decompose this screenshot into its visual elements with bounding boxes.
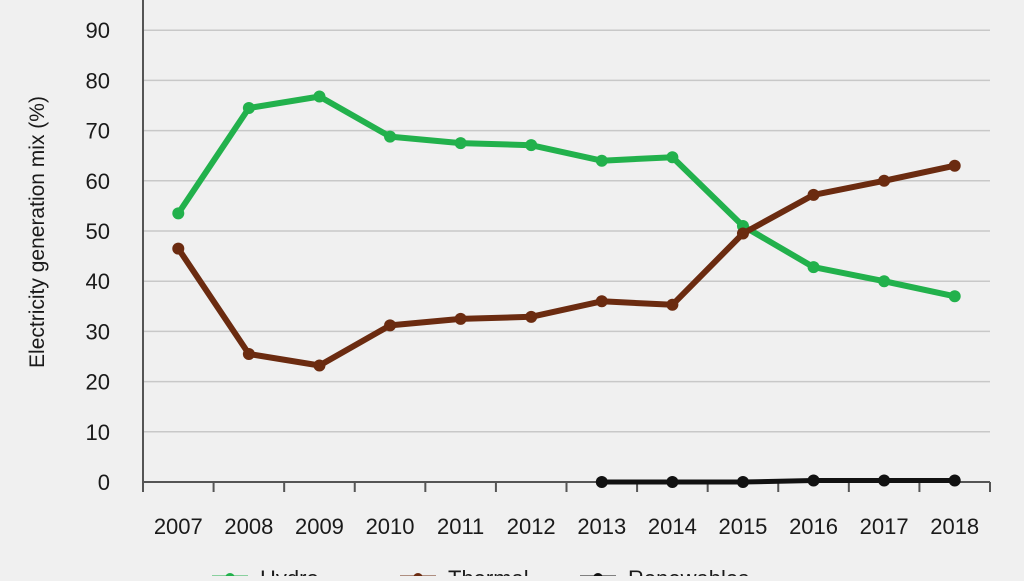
x-tick-label: 2009	[295, 514, 344, 539]
y-tick-label: 0	[98, 470, 110, 495]
x-tick-label: 2010	[366, 514, 415, 539]
data-point-thermal	[242, 347, 255, 360]
y-tick-label: 90	[86, 18, 110, 43]
data-point-hydro	[595, 154, 608, 167]
series-line-renewables	[599, 478, 958, 485]
series-line-thermal	[175, 162, 958, 369]
data-point-thermal	[172, 242, 185, 255]
y-tick-label: 80	[86, 68, 110, 93]
x-tick-label: 2014	[648, 514, 697, 539]
data-point-thermal	[595, 295, 608, 308]
data-point-thermal	[454, 312, 467, 325]
data-point-hydro	[242, 102, 255, 115]
data-point-renewables	[736, 476, 749, 488]
gridlines	[143, 29, 990, 433]
x-tick-label: 2018	[930, 514, 979, 539]
data-point-thermal	[313, 359, 326, 372]
data-point-renewables	[878, 474, 891, 487]
x-tick-label: 2013	[577, 514, 626, 539]
x-tick-label: 2016	[789, 514, 838, 539]
data-point-thermal	[525, 310, 538, 323]
x-tick-label: 2007	[154, 514, 203, 539]
y-tick-label: 40	[86, 269, 110, 294]
x-tick-label: 2015	[718, 514, 767, 539]
data-point-hydro	[525, 139, 538, 152]
data-point-hydro	[384, 130, 397, 143]
legend-label: Thermal	[448, 566, 529, 576]
data-point-hydro	[807, 261, 820, 274]
y-tick-label: 70	[86, 119, 110, 144]
y-tick-label: 30	[86, 319, 110, 344]
y-axis-title: Electricity generation mix (%)	[26, 96, 49, 368]
data-point-hydro	[172, 207, 185, 220]
x-tick-label: 2008	[224, 514, 273, 539]
legend-label: Hydro	[260, 566, 319, 576]
data-point-renewables	[807, 474, 820, 487]
legend-label: Renewables	[628, 566, 749, 576]
legend: Hydro Thermal Renewables	[212, 566, 749, 581]
data-point-hydro	[454, 137, 467, 150]
x-tick-labels: 2007 2008 2009 2010 2011 2012 2013 2014 2015 2016…	[154, 514, 979, 539]
data-point-hydro	[878, 275, 891, 288]
data-point-hydro	[948, 290, 961, 303]
y-tick-labels: 0 10 20 30 40 50 60 70 80 90	[86, 18, 110, 495]
data-point-thermal	[384, 319, 397, 332]
series	[172, 90, 961, 488]
data-point-renewables	[666, 476, 679, 488]
x-tick-label: 2011	[437, 514, 484, 539]
data-point-thermal	[666, 298, 679, 311]
series-line-hydro	[175, 93, 958, 300]
y-tick-label: 20	[86, 370, 110, 395]
data-point-thermal	[736, 227, 749, 240]
y-tick-label: 50	[86, 219, 110, 244]
data-point-hydro	[666, 151, 679, 164]
data-point-renewables	[595, 476, 608, 488]
y-tick-label: 60	[86, 169, 110, 194]
data-point-thermal	[807, 188, 820, 201]
x-tick-label: 2017	[860, 514, 909, 539]
data-point-hydro	[313, 90, 326, 103]
data-point-thermal	[878, 174, 891, 187]
x-tick-label: 2012	[507, 514, 556, 539]
data-point-thermal	[948, 159, 961, 172]
data-point-renewables	[948, 474, 961, 487]
y-tick-label: 10	[86, 420, 110, 445]
